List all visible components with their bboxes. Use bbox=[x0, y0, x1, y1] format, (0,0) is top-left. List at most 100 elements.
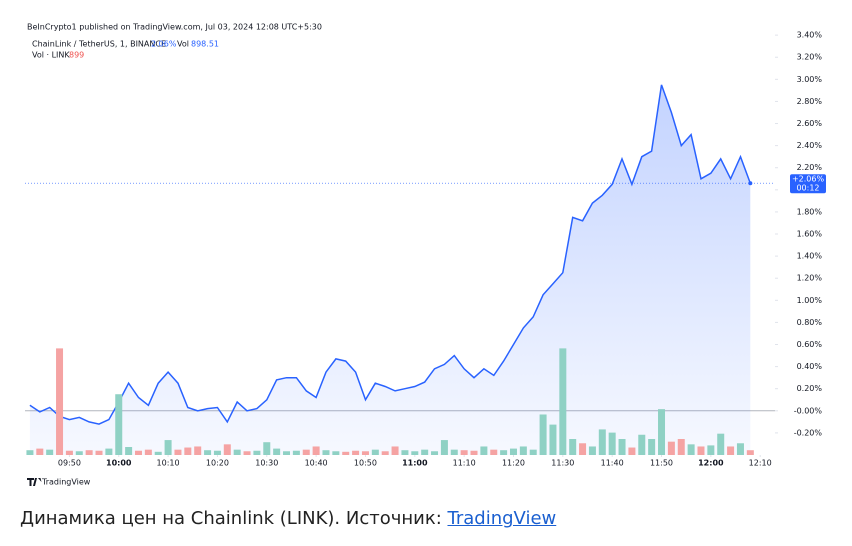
volume-bar bbox=[26, 450, 34, 455]
x-tick-label: 11:40 bbox=[601, 459, 624, 468]
volume-bar bbox=[539, 414, 547, 455]
volume-bar bbox=[608, 432, 616, 455]
source-link[interactable]: TradingView bbox=[447, 508, 557, 529]
y-tick-label: 1.00% bbox=[797, 296, 823, 305]
volume-bar bbox=[421, 449, 429, 455]
volume-bar bbox=[253, 450, 261, 455]
volume-bar bbox=[243, 451, 251, 455]
x-tick-label: 10:20 bbox=[206, 459, 229, 468]
legend-volume-value: 899 bbox=[69, 51, 84, 60]
volume-bar bbox=[667, 441, 675, 455]
volume-bar bbox=[322, 450, 330, 455]
volume-bar bbox=[480, 446, 488, 455]
volume-bar bbox=[431, 451, 439, 455]
y-tick-label: 2.60% bbox=[797, 119, 823, 128]
caption: Динамика цен на Chainlink (LINK). Источн… bbox=[20, 508, 556, 529]
volume-bar bbox=[460, 450, 468, 455]
x-tick-label: 10:50 bbox=[354, 459, 377, 468]
volume-bar bbox=[371, 449, 379, 455]
volume-bar bbox=[411, 451, 419, 455]
y-tick-label: -0.20% bbox=[794, 428, 823, 437]
y-tick-label: 1.40% bbox=[797, 252, 823, 261]
volume-bar bbox=[628, 447, 636, 455]
volume-bar bbox=[736, 443, 744, 455]
y-tick-label: 1.80% bbox=[797, 207, 823, 216]
caption-text: Динамика цен на Chainlink (LINK). Источн… bbox=[20, 508, 448, 529]
x-tick-label: 10:40 bbox=[305, 459, 328, 468]
x-tick-label: 10:00 bbox=[106, 459, 132, 468]
x-tick-label: 11:00 bbox=[402, 459, 428, 468]
volume-bar bbox=[391, 446, 399, 455]
volume-bar bbox=[56, 348, 64, 455]
volume-bar bbox=[144, 449, 152, 455]
volume-bar bbox=[717, 433, 725, 455]
volume-bar bbox=[233, 449, 241, 455]
volume-bar bbox=[361, 451, 369, 455]
volume-bar bbox=[697, 446, 705, 455]
x-tick-label: 10:30 bbox=[255, 459, 278, 468]
price-label: +2.06% bbox=[792, 175, 825, 184]
volume-bar bbox=[677, 439, 685, 455]
volume-bar bbox=[125, 447, 133, 455]
volume-bar bbox=[588, 446, 596, 455]
price-line bbox=[29, 84, 752, 425]
y-tick-label: 1.60% bbox=[797, 230, 823, 239]
volume-bar bbox=[312, 446, 320, 455]
x-tick-label: 10:10 bbox=[157, 459, 180, 468]
x-tick-label: 11:20 bbox=[502, 459, 525, 468]
y-tick-label: 1.20% bbox=[797, 274, 823, 283]
y-tick-label: 3.40% bbox=[797, 31, 823, 40]
x-tick-label: 11:50 bbox=[650, 459, 673, 468]
volume-bar bbox=[194, 446, 202, 455]
x-tick-label: 09:50 bbox=[58, 459, 81, 468]
legend-change: 2.06% bbox=[151, 40, 177, 49]
volume-bar bbox=[509, 448, 517, 455]
y-tick-label: 2.40% bbox=[797, 141, 823, 150]
volume-bar bbox=[223, 444, 231, 455]
volume-bar bbox=[75, 451, 83, 455]
y-tick-label: 3.20% bbox=[797, 53, 823, 62]
volume-bar bbox=[638, 434, 646, 455]
y-tick-label: 3.00% bbox=[797, 75, 823, 84]
volume-bar bbox=[352, 450, 360, 455]
y-tick-label: 0.60% bbox=[797, 340, 823, 349]
volume-bar bbox=[213, 450, 221, 455]
last-point bbox=[748, 181, 753, 186]
volume-bar bbox=[204, 450, 212, 455]
published: BeInCrypto1 published on TradingView.com… bbox=[27, 23, 322, 32]
volume-bar bbox=[174, 449, 182, 455]
y-tick-label: 0.80% bbox=[797, 318, 823, 327]
volume-bar bbox=[134, 450, 142, 455]
volume-bar bbox=[164, 440, 172, 455]
x-tick-label: 11:30 bbox=[551, 459, 574, 468]
y-tick-label: 2.80% bbox=[797, 97, 823, 106]
volume-bar bbox=[618, 439, 626, 455]
plot-back bbox=[25, 84, 775, 456]
logo: TradingView bbox=[27, 478, 91, 487]
volume-bar bbox=[85, 450, 93, 455]
y-tick-label: 2.20% bbox=[797, 163, 823, 172]
chart: BeInCrypto1 published on TradingView.com… bbox=[25, 23, 826, 487]
volume-bar bbox=[105, 448, 113, 455]
volume-bar bbox=[648, 439, 656, 455]
y-tick-label: -0.00% bbox=[794, 406, 823, 415]
volume-bar bbox=[381, 451, 389, 455]
volume-bar bbox=[292, 450, 300, 455]
volume-bar bbox=[36, 448, 44, 455]
volume-bar bbox=[687, 444, 695, 455]
volume-bar bbox=[115, 394, 123, 455]
volume-bar bbox=[519, 446, 527, 455]
volume-bar bbox=[263, 442, 271, 455]
volume-bar bbox=[598, 429, 606, 455]
volume-bar bbox=[500, 450, 508, 455]
volume-bar bbox=[559, 348, 567, 455]
legend-vol: 898.51 bbox=[191, 40, 219, 49]
logo-text: TradingView bbox=[41, 478, 91, 487]
volume-bar bbox=[529, 449, 537, 455]
volume-bar bbox=[470, 450, 478, 455]
y-tick-label: 0.20% bbox=[797, 384, 823, 393]
volume-bar bbox=[46, 449, 54, 455]
legend-symbol: ChainLink / TetherUS, 1, BINANCE bbox=[32, 40, 166, 49]
x-tick-label: 11:10 bbox=[453, 459, 476, 468]
volume-bar bbox=[401, 450, 409, 455]
